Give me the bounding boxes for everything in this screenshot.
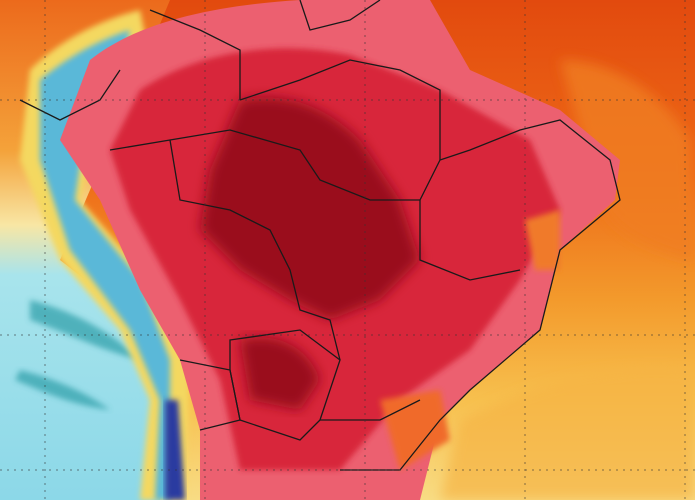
warm-patch — [440, 367, 695, 500]
border — [299, 0, 381, 31]
hot-spot — [380, 390, 450, 470]
hot-spot — [525, 210, 560, 270]
border — [169, 139, 341, 361]
border — [149, 9, 241, 100]
border — [19, 69, 121, 121]
country-borders — [19, 0, 621, 471]
cold-streak — [30, 300, 140, 360]
continent-hottest — [200, 97, 420, 320]
continent-hottest — [240, 337, 320, 410]
border — [419, 200, 521, 281]
andes-cold-core — [165, 400, 185, 500]
border — [320, 399, 421, 421]
cold-streak — [15, 370, 110, 410]
warm-patch — [560, 60, 695, 260]
border — [239, 59, 441, 160]
border — [109, 119, 621, 471]
